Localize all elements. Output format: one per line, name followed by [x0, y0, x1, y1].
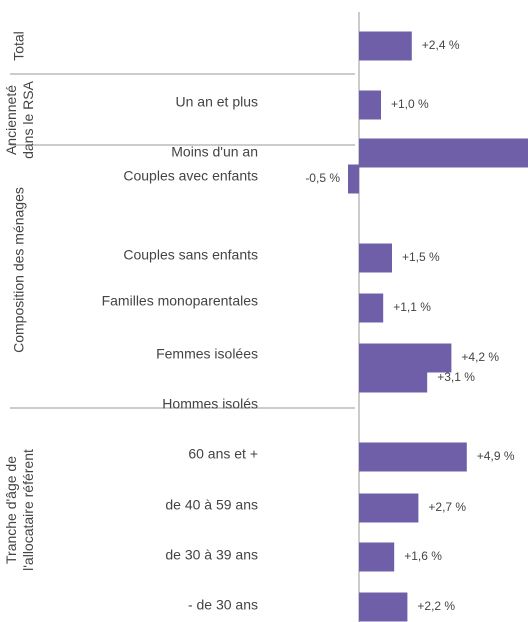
- bar: [359, 442, 467, 472]
- value-label: +2,2 %: [417, 599, 455, 613]
- group-label: Tranche d'âge de: [3, 456, 19, 564]
- bar: [359, 592, 408, 622]
- value-label: -0,5 %: [305, 171, 340, 185]
- category-label: Couples sans enfants: [123, 247, 258, 263]
- category-label: Hommes isolés: [162, 396, 258, 412]
- category-label: Familles monoparentales: [102, 293, 258, 309]
- value-label: +1,5 %: [402, 250, 440, 264]
- bar: [359, 90, 381, 120]
- category-label: de 40 à 59 ans: [165, 497, 258, 513]
- bar: [359, 138, 528, 168]
- group-label: Ancienneté: [3, 85, 19, 155]
- category-label: 60 ans et +: [188, 446, 258, 462]
- category-label: - de 30 ans: [188, 597, 258, 613]
- value-label: +4,9 %: [477, 449, 515, 463]
- group-label: l'allocataire référent: [20, 449, 36, 571]
- value-label: +2,7 %: [428, 500, 466, 514]
- group-label: Total: [11, 31, 27, 61]
- bar: [359, 243, 392, 273]
- category-label: Moins d'un an: [171, 144, 258, 160]
- value-label: +1,0 %: [391, 97, 429, 111]
- value-label: +2,4 %: [422, 38, 460, 52]
- bar: [359, 293, 384, 323]
- category-label: Couples avec enfants: [123, 168, 258, 184]
- bar: [359, 542, 395, 572]
- category-label: Femmes isolées: [156, 346, 258, 362]
- value-label: +3,1 %: [437, 370, 475, 384]
- category-label: de 30 à 39 ans: [165, 547, 258, 563]
- bar: [348, 164, 359, 194]
- value-label: +1,6 %: [404, 549, 442, 563]
- bar: [359, 363, 428, 393]
- bar: [359, 493, 419, 523]
- value-label: +4,2 %: [461, 350, 499, 364]
- bar: [359, 31, 412, 61]
- value-label: +1,1 %: [393, 300, 431, 314]
- category-label: Un an et plus: [176, 94, 259, 110]
- group-label: Composition des ménages: [11, 187, 27, 353]
- group-label: dans le RSA: [20, 80, 36, 158]
